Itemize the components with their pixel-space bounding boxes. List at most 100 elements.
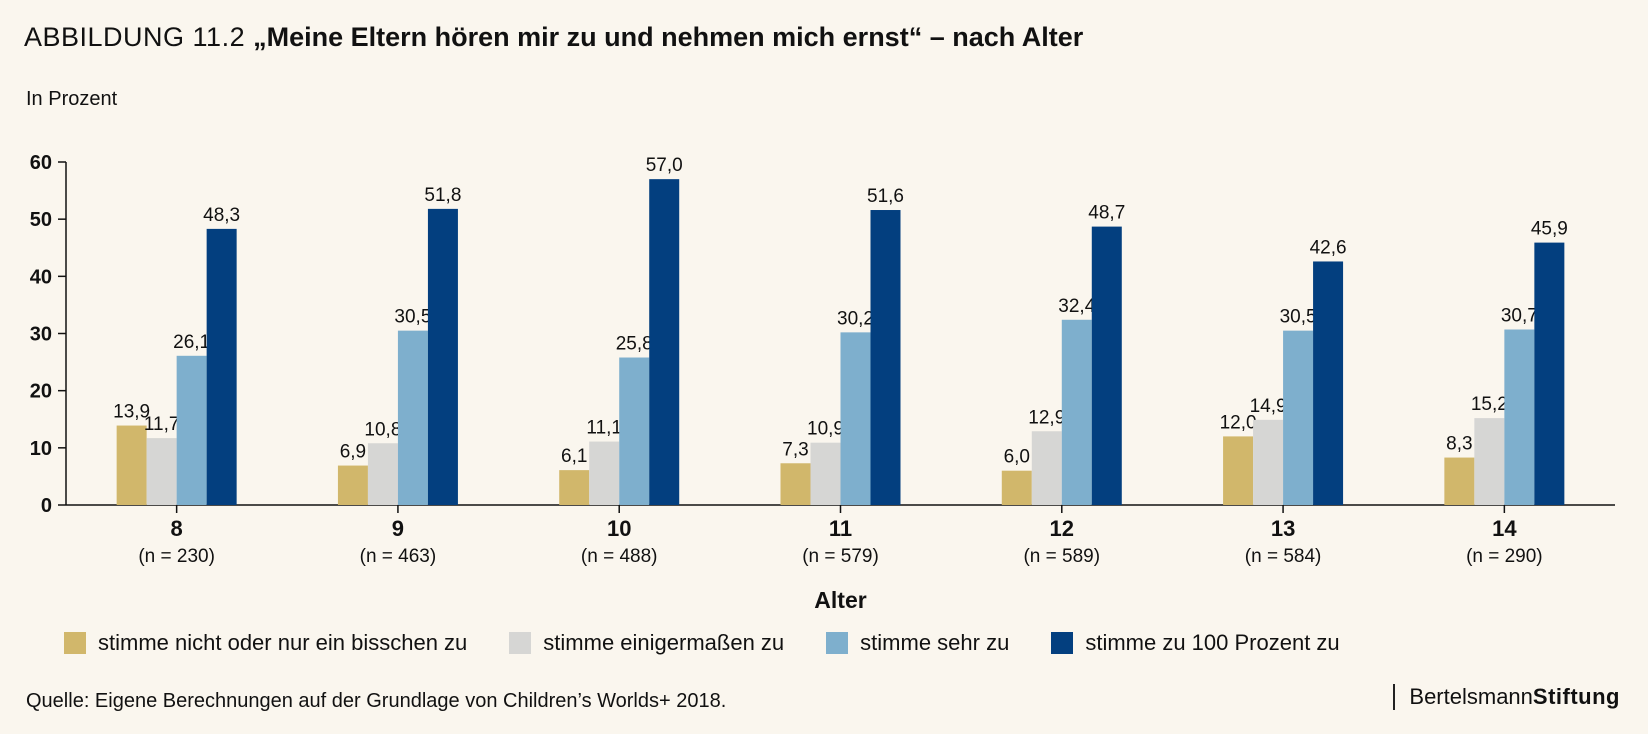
bar-value-label: 12,9: [1028, 407, 1065, 428]
bar-value-label: 6,1: [561, 446, 587, 467]
source-note: Quelle: Eigene Berechnungen auf der Grun…: [26, 690, 727, 712]
bar: [589, 441, 620, 505]
x-tick-label: 13: [1271, 516, 1295, 541]
bar: [1313, 261, 1344, 505]
bar: [1091, 226, 1122, 505]
legend-item: stimme zu 100 Prozent zu: [1051, 630, 1340, 656]
x-axis-title: Alter: [814, 587, 866, 613]
chart-title-text: „Meine Eltern hören mir zu und nehmen mi…: [253, 22, 1084, 52]
x-tick-label: 11: [829, 516, 852, 541]
chart-title: ABBILDUNG 11.2 „Meine Eltern hören mir zu…: [24, 22, 1083, 53]
legend-swatch: [1051, 632, 1074, 654]
bar-value-label: 7,3: [782, 439, 808, 460]
bar: [206, 228, 237, 505]
bar: [427, 208, 458, 506]
bar-value-label: 30,5: [1280, 307, 1317, 328]
bar: [337, 465, 368, 505]
bar: [1444, 457, 1475, 505]
bar-value-label: 30,5: [394, 307, 431, 328]
legend-label: stimme einigermaßen zu: [543, 630, 785, 655]
bar-value-label: 10,8: [364, 419, 401, 440]
bar: [1504, 329, 1535, 505]
legend-swatch: [826, 632, 849, 654]
x-tick-sublabel: (n = 589): [1023, 546, 1100, 567]
bar: [780, 463, 811, 505]
brand-logo: BertelsmannStiftung: [1393, 684, 1620, 710]
y-tick-label: 60: [30, 152, 52, 174]
bar-value-label: 45,9: [1531, 219, 1568, 240]
bar-value-label: 48,3: [203, 205, 240, 226]
legend-item: stimme nicht oder nur ein bisschen zu: [64, 630, 467, 656]
bar: [1283, 330, 1314, 505]
unit-label: In Prozent: [26, 88, 118, 110]
bar-value-label: 11,7: [144, 414, 180, 435]
bar-value-label: 13,9: [113, 402, 150, 423]
bar-value-label: 6,9: [340, 442, 366, 463]
x-tick-sublabel: (n = 463): [360, 546, 437, 567]
bar: [619, 357, 650, 505]
bar: [397, 330, 428, 505]
legend-swatch: [64, 632, 86, 654]
bar: [1061, 319, 1092, 505]
bar: [1001, 470, 1032, 505]
bar-value-label: 30,7: [1501, 305, 1538, 326]
bar: [176, 355, 207, 505]
bar-value-label: 32,4: [1058, 296, 1095, 317]
bar-value-label: 57,0: [646, 155, 683, 176]
bar-value-label: 48,7: [1088, 203, 1125, 224]
bar-value-label: 42,6: [1310, 237, 1347, 258]
bar-value-label: 8,3: [1446, 434, 1472, 455]
bar-value-label: 14,9: [1250, 396, 1287, 417]
legend-swatch: [509, 632, 532, 654]
bar-value-label: 51,6: [867, 186, 904, 207]
y-tick-label: 0: [41, 495, 52, 517]
x-tick-label: 8: [171, 516, 183, 541]
bar: [367, 443, 398, 505]
bar-value-label: 12,0: [1220, 412, 1257, 433]
y-tick-label: 30: [30, 324, 52, 346]
x-tick-label: 9: [392, 516, 404, 541]
bar: [870, 210, 901, 505]
bar: [1223, 436, 1254, 505]
x-tick-sublabel: (n = 579): [802, 546, 879, 567]
legend-label: stimme sehr zu: [860, 630, 1010, 655]
legend-item: stimme sehr zu: [826, 630, 1009, 656]
x-tick-sublabel: (n = 290): [1466, 546, 1543, 567]
bar: [116, 425, 147, 505]
y-tick-label: 10: [30, 438, 52, 460]
bar-value-label: 51,8: [424, 185, 461, 206]
legend-label: stimme zu 100 Prozent zu: [1085, 630, 1340, 655]
bar: [1031, 431, 1062, 505]
x-tick-sublabel: (n = 584): [1245, 546, 1322, 567]
bar: [1253, 419, 1284, 505]
x-tick-label: 14: [1492, 516, 1517, 541]
bar: [1474, 418, 1505, 505]
bar-value-label: 25,8: [616, 334, 653, 355]
bar-value-label: 30,2: [837, 308, 874, 329]
bar: [649, 179, 680, 505]
legend-item: stimme einigermaßen zu: [509, 630, 784, 656]
bar-value-label: 6,0: [1004, 447, 1030, 468]
bar: [810, 442, 841, 505]
legend-label: stimme nicht oder nur ein bisschen zu: [98, 630, 468, 655]
legend: stimme nicht oder nur ein bisschen zu sti…: [64, 630, 1382, 656]
bar: [146, 438, 177, 505]
y-tick-label: 20: [30, 381, 52, 403]
brand-part2: Stiftung: [1532, 684, 1620, 709]
bar-value-label: 10,9: [807, 419, 844, 440]
brand-part1: Bertelsmann: [1409, 684, 1533, 709]
figure-number: ABBILDUNG 11.2: [24, 22, 246, 52]
y-tick-label: 50: [30, 209, 52, 231]
bar: [1534, 242, 1565, 506]
y-tick-label: 40: [30, 266, 52, 288]
bar-value-label: 26,1: [173, 332, 210, 353]
bar: [559, 470, 590, 505]
x-tick-label: 10: [607, 516, 631, 541]
x-tick-sublabel: (n = 488): [581, 546, 658, 567]
bar: [840, 332, 871, 505]
bar-value-label: 15,2: [1471, 394, 1508, 415]
bar-chart: 0 10 20 30 40 50 60 13,911,7 26,1 48,3 8 (n = 230) 6…: [30, 152, 1615, 613]
bar-value-label: 11,1: [586, 418, 622, 439]
x-tick-label: 12: [1050, 516, 1074, 541]
x-tick-sublabel: (n = 230): [138, 546, 215, 567]
